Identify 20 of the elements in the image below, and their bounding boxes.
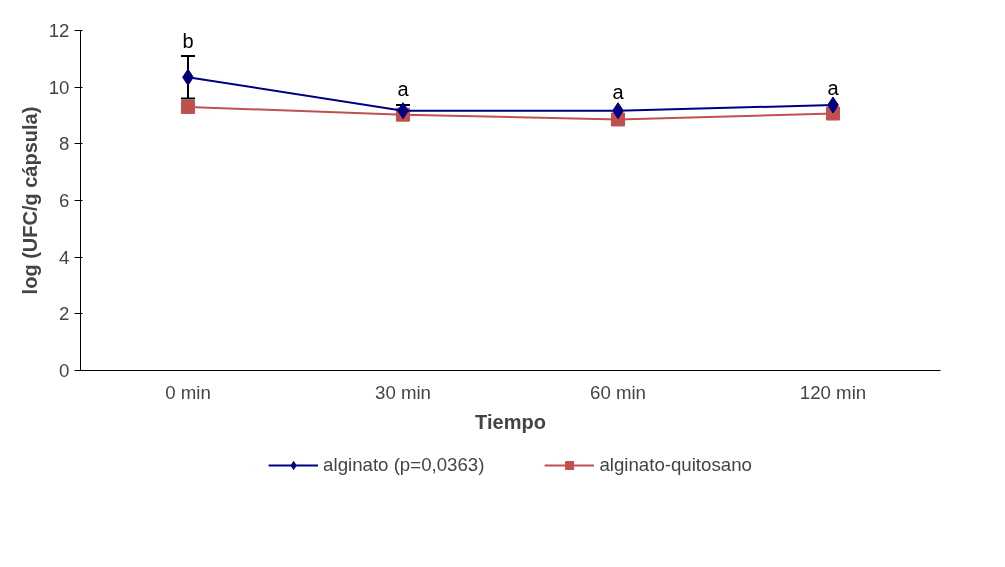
y-tick-label: 10 <box>48 76 70 98</box>
y-tick-label: 0 <box>59 360 70 381</box>
x-tick-label: 0 min <box>165 381 211 403</box>
y-tick-label: 4 <box>59 246 70 268</box>
x-axis-title: Tiempo <box>475 410 546 433</box>
annotation: a <box>397 78 410 101</box>
x-tick-label: 60 min <box>590 381 646 403</box>
legend-label: alginato (p=0,0363) <box>323 454 485 476</box>
y-axis-title: log (UFC/g cápsula) <box>18 106 41 295</box>
x-tick-label: 30 min <box>375 381 431 403</box>
annotation: b <box>182 30 194 52</box>
annotation: a <box>827 76 840 99</box>
y-tick-label: 8 <box>59 133 70 155</box>
y-tick-label: 2 <box>59 303 70 325</box>
point <box>181 100 195 114</box>
legend-label: alginato-quitosano <box>599 454 752 476</box>
y-tick-label: 12 <box>48 20 70 41</box>
y-tick-label: 6 <box>59 190 70 211</box>
x-tick-label: 120 min <box>799 381 867 403</box>
annotation: a <box>612 81 625 103</box>
